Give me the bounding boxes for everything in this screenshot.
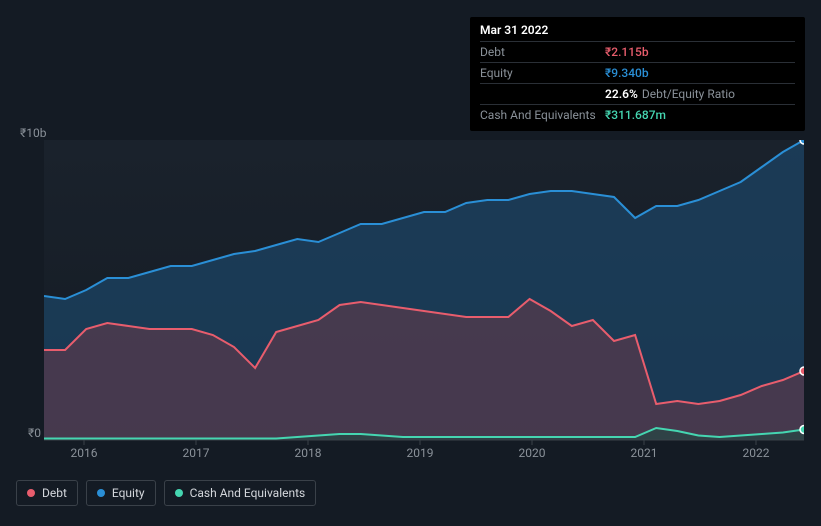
legend-label: Debt xyxy=(42,486,67,500)
legend-dot-icon xyxy=(27,489,35,497)
tooltip-row-label: Debt xyxy=(480,45,605,59)
legend-label: Equity xyxy=(112,486,145,500)
x-axis-label: 2017 xyxy=(183,446,210,460)
legend-dot-icon xyxy=(175,489,183,497)
x-axis-label: 2020 xyxy=(519,446,546,460)
y-axis-label-min: ₹0 xyxy=(28,426,41,440)
tooltip-row: 22.6% Debt/Equity Ratio xyxy=(480,83,795,104)
legend-label: Cash And Equivalents xyxy=(190,486,306,500)
tooltip-row-value: ₹311.687m xyxy=(605,108,666,122)
tooltip-row: Equity₹9.340b xyxy=(480,62,795,83)
tooltip-row-value: 22.6% xyxy=(605,87,638,101)
tooltip-row-label xyxy=(480,87,605,101)
marker-cash xyxy=(800,426,804,434)
x-axis-label: 2016 xyxy=(71,446,98,460)
legend-item-equity[interactable]: Equity xyxy=(86,480,156,506)
tooltip-row-value: ₹2.115b xyxy=(605,45,649,59)
tooltip-row-label: Equity xyxy=(480,66,605,80)
legend-dot-icon xyxy=(97,489,105,497)
x-axis-label: 2022 xyxy=(743,446,770,460)
marker-debt xyxy=(800,367,804,375)
x-axis-label: 2018 xyxy=(295,446,322,460)
tooltip-row-suffix: Debt/Equity Ratio xyxy=(642,87,735,101)
legend-item-debt[interactable]: Debt xyxy=(16,480,78,506)
tooltip-row-value: ₹9.340b xyxy=(605,66,649,80)
financial-chart[interactable] xyxy=(44,140,804,446)
chart-legend: Debt Equity Cash And Equivalents xyxy=(16,480,316,506)
tooltip-row-label: Cash And Equivalents xyxy=(480,108,605,122)
tooltip-date: Mar 31 2022 xyxy=(480,23,795,41)
x-axis-label: 2021 xyxy=(631,446,658,460)
chart-tooltip: Mar 31 2022 Debt₹2.115bEquity₹9.340b22.6… xyxy=(470,17,805,131)
x-axis: 2016 2017 2018 2019 2020 2021 2022 xyxy=(44,446,804,466)
legend-item-cash-and-equivalents[interactable]: Cash And Equivalents xyxy=(164,480,317,506)
tooltip-row: Cash And Equivalents₹311.687m xyxy=(480,104,795,125)
x-axis-label: 2019 xyxy=(407,446,434,460)
tooltip-row: Debt₹2.115b xyxy=(480,41,795,62)
y-axis-label-max: ₹10b xyxy=(20,126,46,140)
